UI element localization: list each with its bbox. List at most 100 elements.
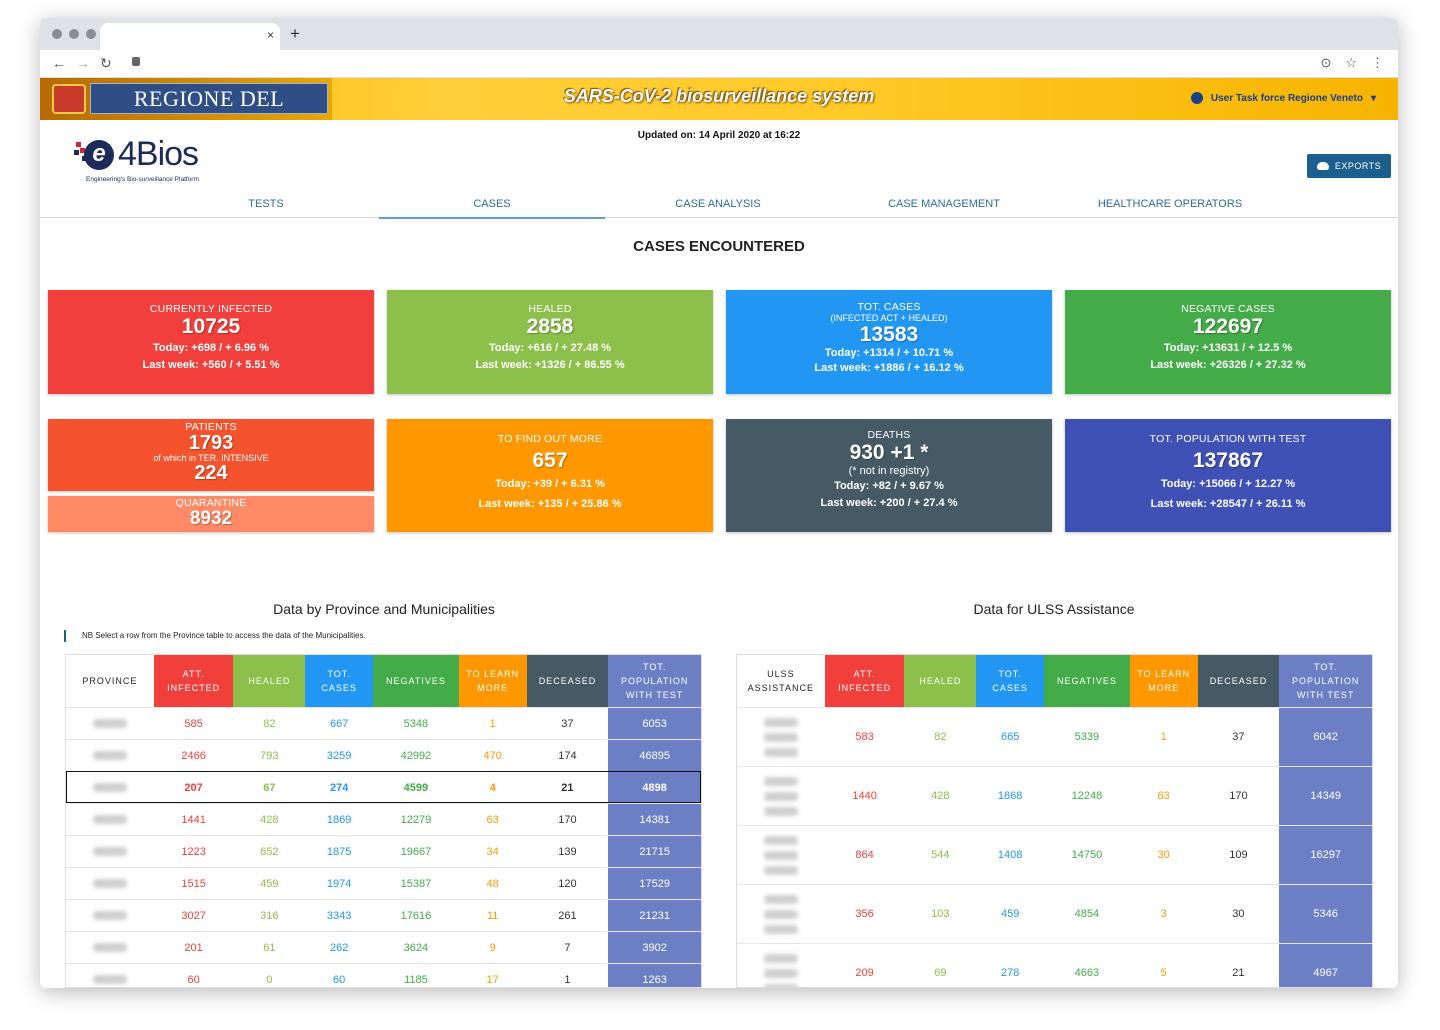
card-sub: of which in TER. INTENSIVE <box>153 453 269 463</box>
card-label: TOT. POPULATION WITH TEST <box>1149 433 1307 445</box>
table-row[interactable]: 207 67 274 4599 4 21 4898 <box>66 771 701 803</box>
header-to-learn-more[interactable]: TO LEARN MORE <box>1129 655 1198 707</box>
bookmark-star-icon[interactable]: ☆ <box>1345 55 1357 70</box>
card-value: 10725 <box>181 315 241 338</box>
cell-tot-cases: 3259 <box>326 749 352 762</box>
redacted-text <box>92 975 127 984</box>
header-tot-population[interactable]: TOT. POPULATION WITH TEST <box>608 655 701 707</box>
cell-healed: 61 <box>263 941 276 954</box>
lock-icon <box>132 57 140 66</box>
redacted-text <box>763 865 798 875</box>
browser-tab[interactable]: × <box>100 23 280 50</box>
header-negatives[interactable]: NEGATIVES <box>373 655 459 707</box>
header-tot-population[interactable]: TOT. POPULATION WITH TEST <box>1279 655 1372 707</box>
browser-menu-icon[interactable]: ⋮ <box>1371 55 1384 70</box>
table-row[interactable]: 60 0 60 1185 17 1 1263 <box>66 963 701 987</box>
redacted-text <box>763 835 798 845</box>
header-att-infected[interactable]: ATT. INFECTED <box>824 655 905 707</box>
header-tot-cases[interactable]: TOT. CASES <box>976 655 1045 707</box>
header-to-learn-more[interactable]: TO LEARN MORE <box>458 655 527 707</box>
header-tot-cases[interactable]: TOT. CASES <box>305 655 374 707</box>
card-patients: PATIENTS 1793 of which in TER. INTENSIVE… <box>48 419 374 491</box>
cell-tot-cases: 667 <box>329 717 349 730</box>
card-today: Today: +1314 / + 10.71 % <box>824 347 954 359</box>
header-healed[interactable]: HEALED <box>233 655 306 707</box>
table-row[interactable]: 209 69 278 4663 5 21 4967 <box>737 943 1372 987</box>
cell-negatives: 17616 <box>400 909 432 922</box>
redacted-text <box>92 751 127 760</box>
cell-healed: 793 <box>260 749 279 762</box>
cell-att-infected: 209 <box>855 967 874 979</box>
new-tab-button[interactable]: + <box>290 24 300 43</box>
logo-pixel <box>80 148 85 153</box>
tab-case-management[interactable]: CASE MANAGEMENT <box>888 198 1000 210</box>
forward-icon[interactable]: → <box>76 55 90 71</box>
cell-tot-cases: 1875 <box>326 845 352 858</box>
close-window-button[interactable] <box>52 29 62 39</box>
table-row[interactable]: 585 82 667 5348 1 37 6053 <box>66 707 701 739</box>
cell-negatives: 4854 <box>1074 908 1100 920</box>
browser-tabstrip: × + <box>40 18 1398 50</box>
table-row[interactable]: 1515 459 1974 15387 48 120 17529 <box>66 867 701 899</box>
table-row[interactable]: 1440 428 1868 12248 63 170 14349 <box>737 766 1372 825</box>
back-icon[interactable]: ← <box>52 55 66 71</box>
card-today: Today: +82 / + 9.67 % <box>834 480 944 492</box>
cell-tot-cases: 278 <box>1000 967 1020 979</box>
redacted-text <box>763 909 798 919</box>
card-value: 13583 <box>859 323 919 346</box>
header-name[interactable]: PROVINCE <box>66 655 154 707</box>
browser-window: × + ← → ↻ ⊙ ☆ ⋮ REGIONE DEL VENETO SARS-… <box>40 18 1398 988</box>
close-tab-icon[interactable]: × <box>266 28 274 42</box>
table-row[interactable]: 1441 428 1869 12279 63 170 14381 <box>66 803 701 835</box>
cell-healed: 67 <box>263 781 276 794</box>
header-deceased[interactable]: DECEASED <box>1197 655 1280 707</box>
reload-icon[interactable]: ↻ <box>100 55 112 71</box>
cell-tot-cases: 3343 <box>326 909 352 922</box>
header-negatives[interactable]: NEGATIVES <box>1044 655 1130 707</box>
card-value: 8932 <box>189 508 233 529</box>
redacted-text <box>763 717 798 727</box>
card-tot-cases: TOT. CASES (INFECTED ACT + HEALED) 13583… <box>726 290 1052 394</box>
card-label: HEALED <box>528 303 572 315</box>
cell-name-redacted <box>737 944 825 987</box>
cell-name-redacted <box>66 932 154 963</box>
card-last-week: Last week: +28547 / + 26.11 % <box>1150 498 1306 510</box>
tab-cases[interactable]: CASES <box>379 198 605 219</box>
minimize-window-button[interactable] <box>69 29 79 39</box>
card-label: DEATHS <box>867 429 911 441</box>
card-last-week: Last week: +1886 / + 16.12 % <box>814 362 964 374</box>
table-row[interactable]: 1223 652 1875 19667 34 139 21715 <box>66 835 701 867</box>
cell-to-learn-more: 11 <box>486 909 499 922</box>
header-att-infected[interactable]: ATT. INFECTED <box>153 655 234 707</box>
cell-name-redacted <box>66 804 154 835</box>
table-row[interactable]: 864 544 1408 14750 30 109 16297 <box>737 825 1372 884</box>
user-menu[interactable]: User Task force Regione Veneto ▾ <box>1190 92 1376 104</box>
cell-tot-population: 6053 <box>608 708 701 739</box>
table-row[interactable]: 2466 793 3259 42992 470 174 46895 <box>66 739 701 771</box>
province-table: PROVINCE ATT. INFECTED HEALED TOT. CASES NEG… <box>65 654 702 988</box>
card-last-week: Last week: +1326 / + 86.55 % <box>475 359 625 371</box>
cell-to-learn-more: 5 <box>1160 967 1167 979</box>
tab-case-analysis[interactable]: CASE ANALYSIS <box>675 198 761 210</box>
download-icon[interactable]: ⊙ <box>1320 55 1332 70</box>
table-row[interactable]: 3027 316 3343 17616 11 261 21231 <box>66 899 701 931</box>
section-title: CASES ENCOUNTERED <box>633 238 805 255</box>
cell-to-learn-more: 470 <box>483 749 502 762</box>
table-row[interactable]: 356 103 459 4854 3 30 5346 <box>737 884 1372 943</box>
cell-healed: 544 <box>931 849 950 861</box>
cell-att-infected: 1441 <box>181 813 206 826</box>
table-row[interactable]: 583 82 665 5339 1 37 6042 <box>737 707 1372 766</box>
exports-button[interactable]: EXPORTS <box>1307 154 1391 178</box>
cell-deceased: 139 <box>558 845 577 858</box>
card-today: Today: +13631 / + 12.5 % <box>1163 342 1293 354</box>
tab-healthcare-operators[interactable]: HEALTHCARE OPERATORS <box>1097 198 1243 210</box>
maximize-window-button[interactable] <box>86 29 96 39</box>
cell-to-learn-more: 4 <box>489 781 496 794</box>
province-table-body: 585 82 667 5348 1 37 6053 2466 793 3259 42992 470 17… <box>66 707 701 987</box>
header-healed[interactable]: HEALED <box>904 655 977 707</box>
header-name[interactable]: ULSS ASSISTANCE <box>737 655 825 707</box>
card-value: 2858 <box>526 315 574 338</box>
tab-tests[interactable]: TESTS <box>248 198 284 210</box>
table-row[interactable]: 201 61 262 3624 9 7 3902 <box>66 931 701 963</box>
header-deceased[interactable]: DECEASED <box>526 655 609 707</box>
